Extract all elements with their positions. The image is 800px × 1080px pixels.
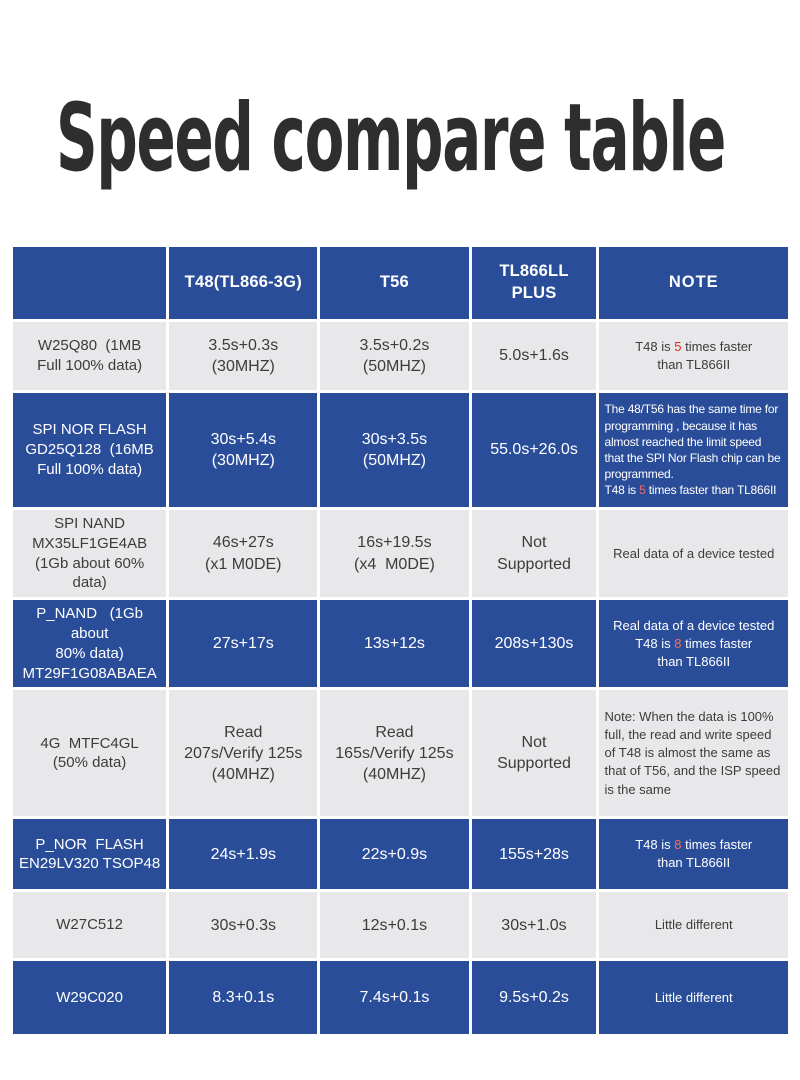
t48-time-cell: 3.5s+0.3s (30MHZ) xyxy=(169,322,318,390)
t48-time-cell: 8.3+0.1s xyxy=(169,961,318,1035)
device-cell: 4G MTFC4GL (50% data) xyxy=(13,690,167,817)
note-text: The 48/T56 has the same time for program… xyxy=(604,402,781,498)
t48-time-cell: Read 207s/Verify 125s (40MHZ) xyxy=(169,690,318,817)
note-cell: T48 is 5 times faster than TL866II xyxy=(599,322,788,390)
header-cell-note: NOTE xyxy=(599,247,788,319)
note-cell: The 48/T56 has the same time for program… xyxy=(599,393,788,507)
t48-time-cell: 30s+5.4s (30MHZ) xyxy=(169,393,318,507)
note-text: Little different xyxy=(654,989,733,1005)
t56-time-cell: 16s+19.5s (x4 M0DE) xyxy=(320,510,469,598)
tl866ll-plus-time-cell: 5.0s+1.6s xyxy=(471,322,597,390)
note-text: Real data of a device tested T48 is xyxy=(613,617,775,651)
table-row: SPI NOR FLASH GD25Q128 (16MB Full 100% d… xyxy=(13,393,788,507)
note-text: Note: When the data is 100% full, the re… xyxy=(604,708,784,797)
header-cell-t56: T56 xyxy=(320,247,469,319)
header-cell-t48: T48(TL866-3G) xyxy=(169,247,318,319)
note-text: T48 is xyxy=(635,338,675,354)
t56-time-cell: 12s+0.1s xyxy=(320,892,469,959)
note-text: times faster than TL866II xyxy=(657,635,753,669)
t48-time-cell: 27s+17s xyxy=(169,600,318,688)
note-text: Little different xyxy=(654,917,733,933)
tl866ll-plus-time-cell: Not Supported xyxy=(471,690,597,817)
t48-time-cell: 24s+1.9s xyxy=(169,819,318,890)
note-cell: Real data of a device tested T48 is 8 ti… xyxy=(599,600,788,688)
note-cell: Real data of a device tested xyxy=(599,510,788,598)
speed-compare-table: T48(TL866-3G) T56 TL866LL PLUS NOTE W25Q… xyxy=(10,244,791,1037)
table-row: P_NOR FLASH EN29LV320 TSOP48 24s+1.9s 22… xyxy=(13,819,788,890)
t56-time-cell: 3.5s+0.2s (50MHZ) xyxy=(320,322,469,390)
t56-time-cell: Read 165s/Verify 125s (40MHZ) xyxy=(320,690,469,817)
header-cell-tl866ll-plus: TL866LL PLUS xyxy=(471,247,597,319)
t48-time-cell: 46s+27s (x1 M0DE) xyxy=(169,510,318,598)
header-cell-device xyxy=(13,247,167,319)
note-cell: Little different xyxy=(599,961,788,1035)
device-cell: P_NAND (1Gb about 80% data) MT29F1G08ABA… xyxy=(13,600,167,688)
device-cell: SPI NOR FLASH GD25Q128 (16MB Full 100% d… xyxy=(13,393,167,507)
note-highlight-number: 8 xyxy=(674,635,682,651)
t56-time-cell: 30s+3.5s (50MHZ) xyxy=(320,393,469,507)
page: Speed compare table T48(TL866-3G) T56 TL… xyxy=(0,92,800,1080)
tl866ll-plus-time-cell: 155s+28s xyxy=(471,819,597,890)
tl866ll-plus-time-cell: 208s+130s xyxy=(471,600,597,688)
device-cell: W27C512 xyxy=(13,892,167,959)
note-text: times faster than TL866II xyxy=(657,837,753,871)
t56-time-cell: 13s+12s xyxy=(320,600,469,688)
tl866ll-plus-time-cell: 55.0s+26.0s xyxy=(471,393,597,507)
note-highlight-number: 5 xyxy=(639,483,646,498)
device-cell: W25Q80 (1MB Full 100% data) xyxy=(13,322,167,390)
device-cell: SPI NAND MX35LF1GE4AB (1Gb about 60% dat… xyxy=(13,510,167,598)
tl866ll-plus-time-cell: 9.5s+0.2s xyxy=(471,961,597,1035)
table-row: SPI NAND MX35LF1GE4AB (1Gb about 60% dat… xyxy=(13,510,788,598)
tl866ll-plus-time-cell: 30s+1.0s xyxy=(471,892,597,959)
device-cell: P_NOR FLASH EN29LV320 TSOP48 xyxy=(13,819,167,890)
table-row: W25Q80 (1MB Full 100% data) 3.5s+0.3s (3… xyxy=(13,322,788,390)
table-row: W29C020 8.3+0.1s 7.4s+0.1s 9.5s+0.2s Lit… xyxy=(13,961,788,1035)
page-title: Speed compare table xyxy=(56,84,726,193)
note-cell: Little different xyxy=(599,892,788,959)
note-highlight-number: 8 xyxy=(674,837,682,853)
tl866ll-plus-time-cell: Not Supported xyxy=(471,510,597,598)
table-row: 4G MTFC4GL (50% data) Read 207s/Verify 1… xyxy=(13,690,788,817)
table-row: W27C512 30s+0.3s 12s+0.1s 30s+1.0s Littl… xyxy=(13,892,788,959)
table-row: P_NAND (1Gb about 80% data) MT29F1G08ABA… xyxy=(13,600,788,688)
device-cell: W29C020 xyxy=(13,961,167,1035)
t56-time-cell: 7.4s+0.1s xyxy=(320,961,469,1035)
note-text: T48 is xyxy=(635,837,675,853)
t48-time-cell: 30s+0.3s xyxy=(169,892,318,959)
note-text: times faster than TL866II xyxy=(645,483,777,498)
note-highlight-number: 5 xyxy=(674,338,682,354)
note-cell: T48 is 8 times faster than TL866II xyxy=(599,819,788,890)
header-row: T48(TL866-3G) T56 TL866LL PLUS NOTE xyxy=(13,247,788,319)
note-text: times faster than TL866II xyxy=(657,338,753,372)
note-cell: Note: When the data is 100% full, the re… xyxy=(599,690,788,817)
note-text: Real data of a device tested xyxy=(613,545,775,561)
table-body: W25Q80 (1MB Full 100% data) 3.5s+0.3s (3… xyxy=(13,322,788,1035)
t56-time-cell: 22s+0.9s xyxy=(320,819,469,890)
